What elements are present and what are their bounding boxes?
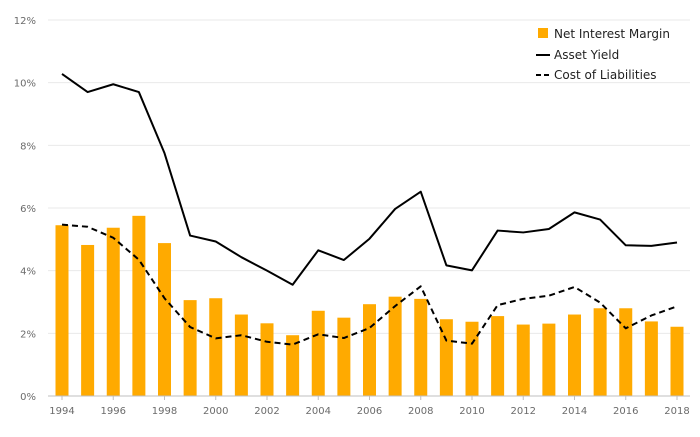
y-tick-label: 10% (14, 79, 36, 90)
y-tick-label: 12% (14, 16, 36, 27)
x-tick-label: 2002 (254, 406, 279, 417)
axes: 0% 2% 4% 6% 8% 10% 12% 1994 1996 1998 2000 2002 2004… (14, 16, 690, 417)
bar-net-interest-margin (363, 304, 376, 396)
bar-net-interest-margin (465, 321, 479, 396)
y-tick-label: 4% (20, 267, 36, 278)
x-tick-label: 2000 (203, 406, 228, 417)
bar-net-interest-margin (568, 314, 581, 396)
bar-net-interest-margin (516, 324, 530, 396)
y-tick-label: 8% (20, 141, 36, 152)
bar-net-interest-margin (234, 314, 248, 396)
x-tick-label: 2016 (613, 406, 638, 417)
bar-net-interest-margin (311, 310, 325, 396)
x-tick-label: 2014 (562, 406, 587, 417)
y-tick-label: 0% (20, 392, 36, 403)
bar-net-interest-margin (619, 308, 633, 396)
bar-net-interest-margin (388, 296, 402, 396)
x-tick-label: 1998 (152, 406, 177, 417)
bar-net-interest-margin (337, 317, 351, 396)
bar-net-interest-margin (542, 323, 556, 396)
bar-net-interest-margin (132, 215, 146, 396)
legend: Net Interest Margin Asset Yield Cost of … (536, 27, 670, 82)
x-tick-label: 1996 (101, 406, 126, 417)
bar-net-interest-margin (439, 319, 453, 396)
x-tick-label: 1994 (49, 406, 74, 417)
bar-net-interest-margin (491, 316, 505, 396)
x-tick-label: 2018 (664, 406, 689, 417)
gridlines (48, 19, 690, 334)
bar-series-net-interest-margin (55, 215, 684, 396)
line-cost-of-liabilities (61, 223, 678, 346)
bar-net-interest-margin (593, 308, 607, 396)
x-tick-label: 2006 (357, 406, 382, 417)
x-tick-label: 2012 (511, 406, 536, 417)
y-tick-label: 6% (20, 204, 36, 215)
bar-net-interest-margin (670, 326, 684, 396)
legend-label-net-interest-margin: Net Interest Margin (554, 27, 670, 41)
line-asset-yield (61, 73, 678, 286)
bar-net-interest-margin (55, 225, 69, 396)
legend-label-asset-yield: Asset Yield (554, 48, 619, 62)
bar-net-interest-margin (286, 335, 300, 396)
x-tick-label: 2008 (408, 406, 433, 417)
bar-net-interest-margin (183, 300, 197, 396)
bar-net-interest-margin (106, 227, 120, 396)
legend-label-cost-of-liabilities: Cost of Liabilities (554, 68, 657, 82)
x-tick-label: 2010 (459, 406, 484, 417)
bar-net-interest-margin (644, 321, 658, 396)
line-series (61, 73, 678, 346)
bar-net-interest-margin (81, 244, 95, 396)
legend-swatch-net-interest-margin (538, 28, 548, 38)
x-tick-label: 2004 (306, 406, 331, 417)
y-tick-label: 2% (20, 329, 36, 340)
bar-net-interest-margin (260, 323, 274, 396)
bar-net-interest-margin (158, 243, 171, 396)
bar-net-interest-margin (209, 298, 223, 396)
bar-net-interest-margin (414, 298, 428, 396)
